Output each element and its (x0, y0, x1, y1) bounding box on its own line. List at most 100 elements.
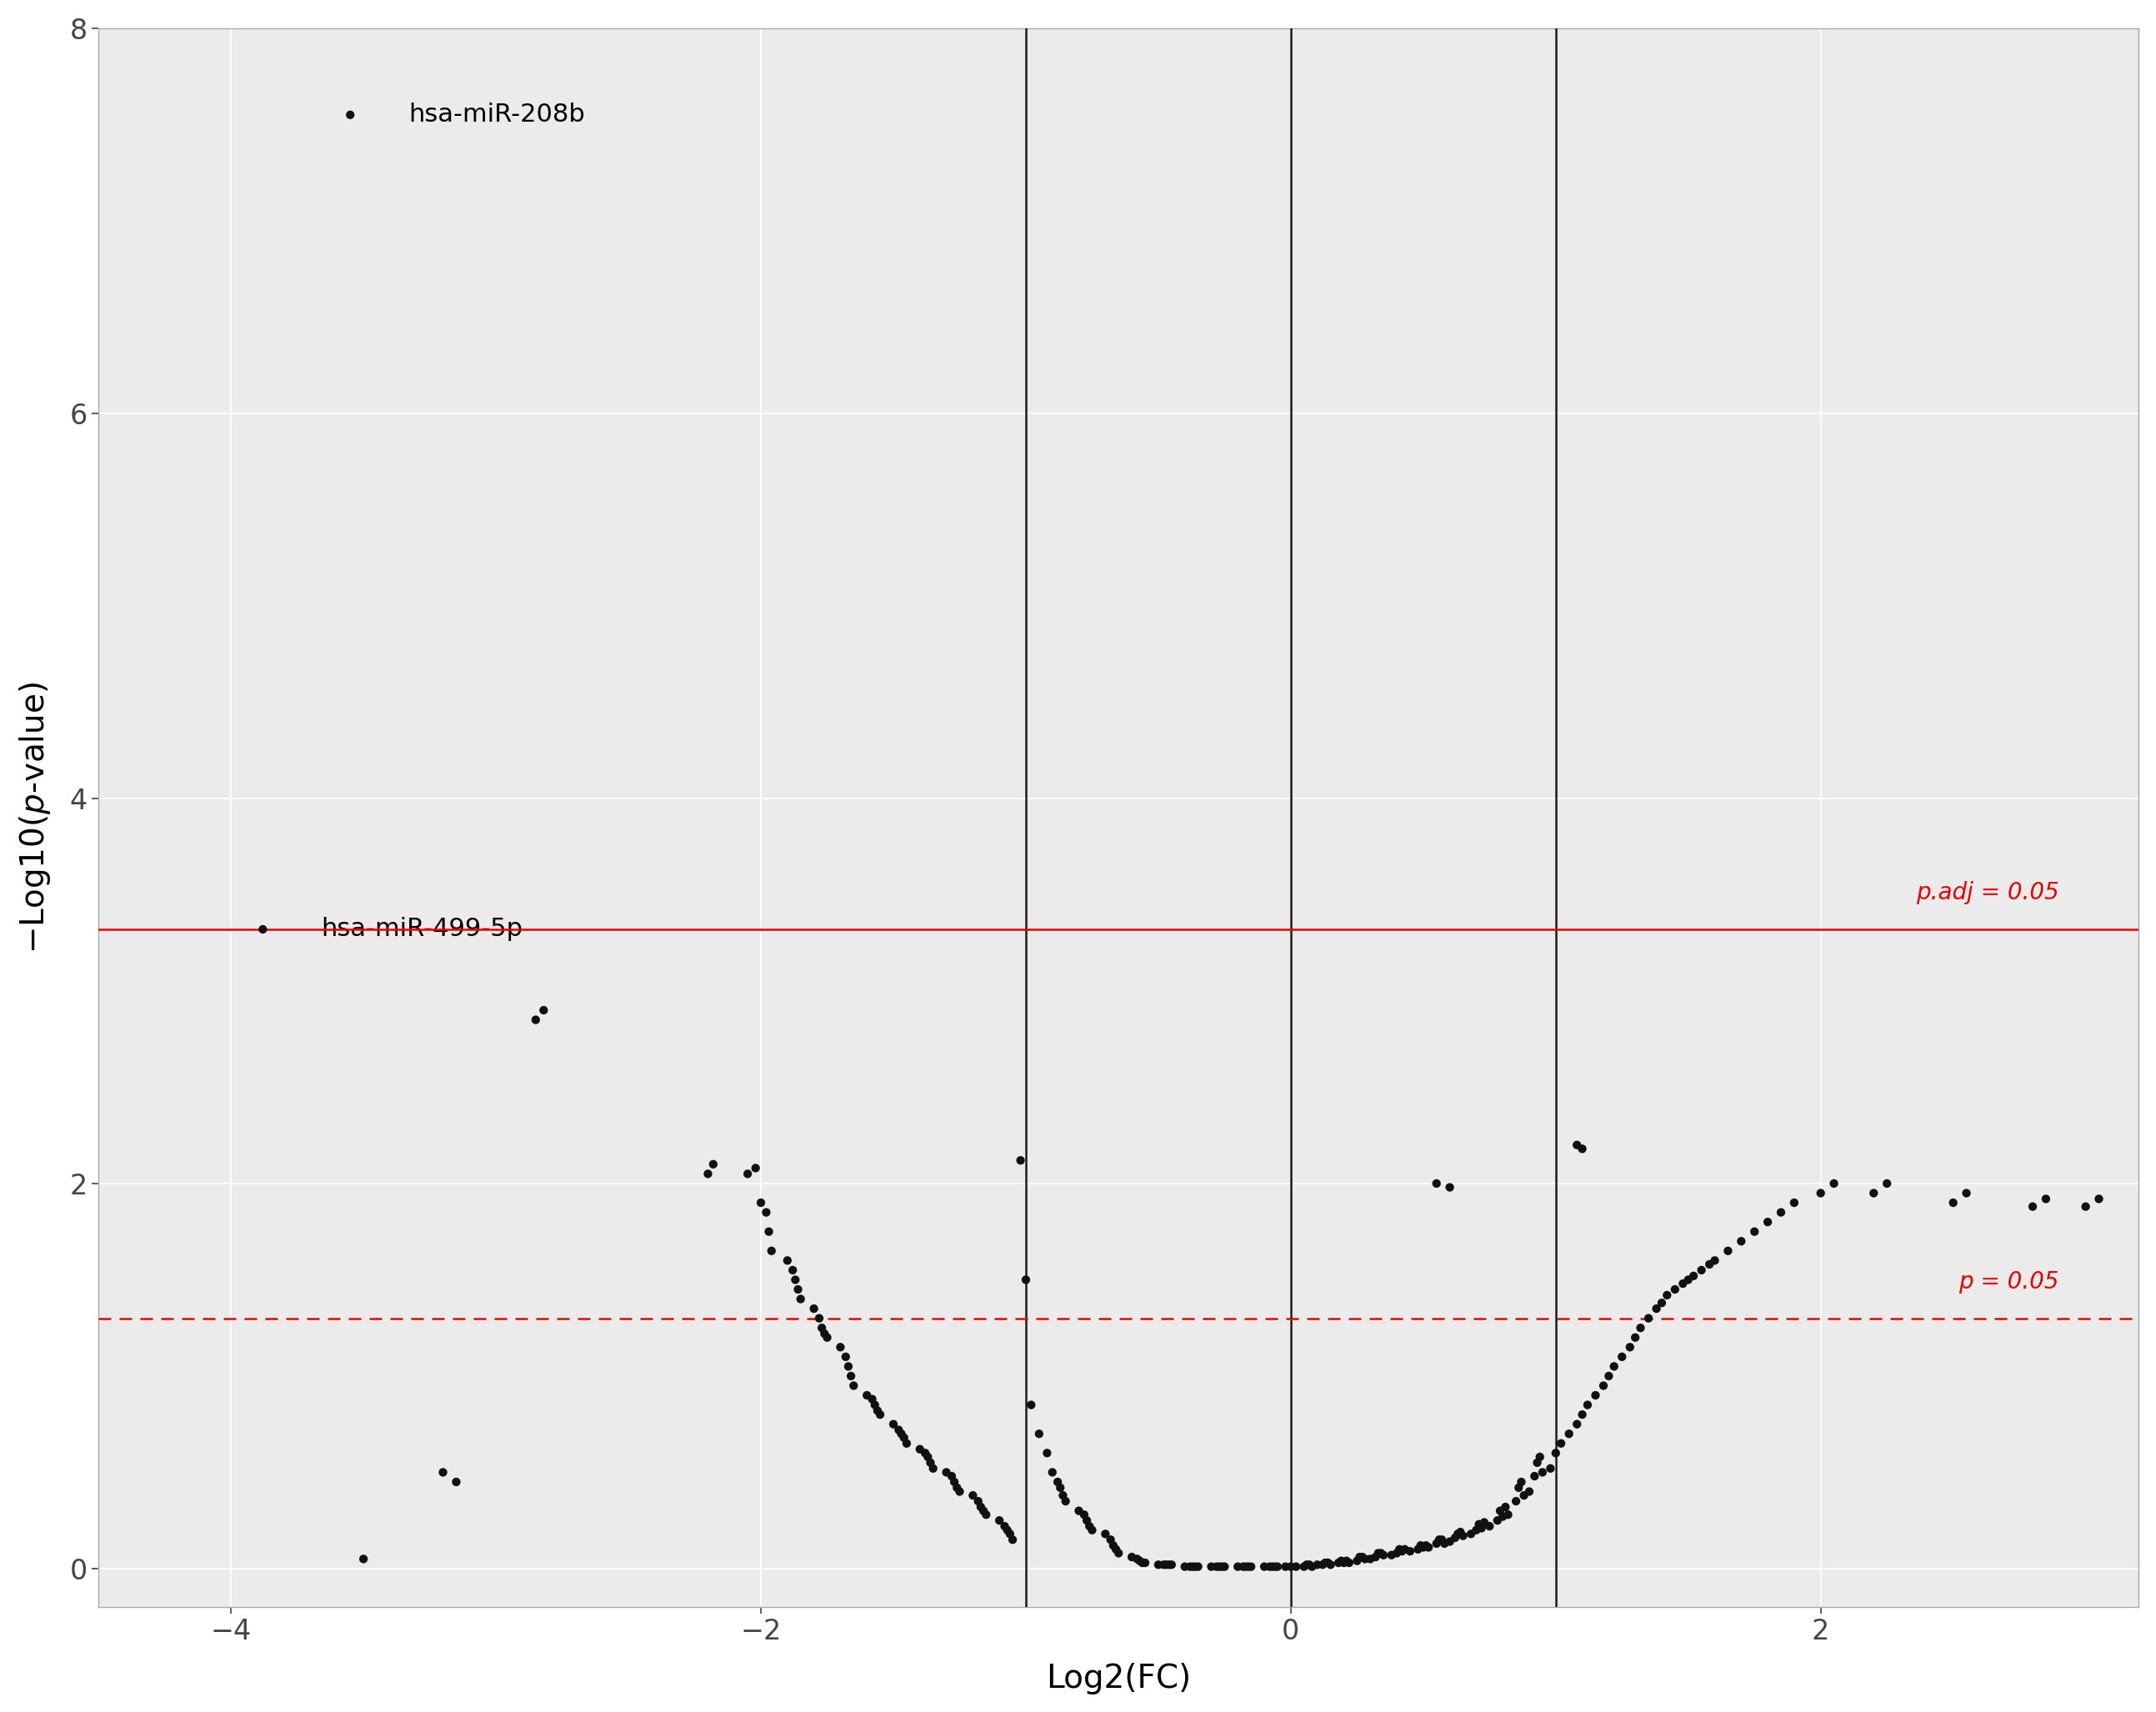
Point (1802, 1180, 1837, 1207)
Point (1076, 1517, 1110, 1544)
Point (776, 1257, 811, 1284)
Point (1194, 1553, 1229, 1580)
Point (690, 1161, 724, 1188)
Point (804, 1315, 839, 1342)
Point (1360, 1539, 1395, 1566)
Point (1524, 1459, 1559, 1486)
Point (1425, 1525, 1460, 1553)
Point (1199, 1553, 1233, 1580)
Point (2068, 1193, 2102, 1221)
Point (1518, 1462, 1552, 1489)
Point (1473, 1512, 1507, 1539)
Point (347, 1546, 382, 1573)
Point (440, 1469, 474, 1496)
Point (1427, 1531, 1462, 1558)
Point (1423, 1525, 1457, 1553)
Point (890, 1430, 925, 1457)
Point (1291, 1551, 1326, 1578)
Point (1692, 1251, 1727, 1279)
Point (1102, 1539, 1136, 1566)
Point (1035, 1459, 1069, 1486)
Point (1432, 1527, 1466, 1554)
Point (884, 1421, 918, 1448)
Point (1041, 1469, 1076, 1496)
Point (837, 1371, 871, 1399)
Point (1147, 1551, 1181, 1578)
Point (1552, 1421, 1587, 1448)
Point (1069, 1507, 1104, 1534)
Point (1384, 1537, 1419, 1565)
Point (1949, 1180, 1984, 1207)
Point (856, 1385, 890, 1412)
Point (1128, 1549, 1162, 1577)
Point (1559, 1132, 1593, 1159)
Point (1345, 1543, 1380, 1570)
Point (1119, 1546, 1153, 1573)
Point (1658, 1275, 1692, 1303)
Point (1507, 1481, 1542, 1508)
Point (830, 1352, 865, 1380)
Point (1044, 1474, 1078, 1501)
Point (1544, 1430, 1578, 1457)
Point (1246, 1553, 1281, 1580)
Point (1442, 1519, 1477, 1546)
Point (834, 1363, 869, 1390)
Point (744, 1190, 778, 1217)
Point (1205, 1553, 1240, 1580)
Point (752, 1217, 787, 1245)
Point (1751, 1209, 1785, 1236)
Point (1440, 1520, 1475, 1548)
Point (1220, 1553, 1255, 1580)
Point (1022, 1421, 1056, 1448)
Point (425, 1459, 459, 1486)
Point (780, 1275, 815, 1303)
Point (1432, 1174, 1466, 1202)
Point (968, 1501, 1003, 1529)
Point (1031, 1440, 1065, 1467)
Point (1324, 1548, 1358, 1575)
Point (1511, 1477, 1546, 1505)
Point (910, 1443, 944, 1471)
Point (1089, 1520, 1123, 1548)
Point (1313, 1551, 1348, 1578)
Point (1100, 1536, 1134, 1563)
Point (1485, 1503, 1520, 1531)
Point (1367, 1541, 1401, 1568)
Point (1175, 1553, 1210, 1580)
Point (1738, 1217, 1772, 1245)
Point (1287, 1553, 1322, 1580)
Point (1613, 1334, 1647, 1361)
Point (1177, 1553, 1212, 1580)
Point (811, 1323, 845, 1351)
Text: p = 0.05: p = 0.05 (1960, 1270, 2059, 1293)
Point (1141, 1551, 1175, 1578)
Point (1501, 1474, 1535, 1501)
Point (1169, 1553, 1203, 1580)
Point (914, 1448, 949, 1476)
Point (696, 1150, 731, 1178)
Point (990, 1517, 1024, 1544)
Point (1072, 1512, 1106, 1539)
Point (1300, 1551, 1335, 1578)
Point (1617, 1323, 1651, 1351)
Point (1332, 1549, 1367, 1577)
Point (828, 1344, 862, 1371)
Point (1311, 1549, 1345, 1577)
Point (1818, 1169, 1852, 1197)
Point (964, 1493, 998, 1520)
Point (1447, 1522, 1481, 1549)
Point (929, 1459, 964, 1486)
Point (1253, 1553, 1287, 1580)
Point (1322, 1549, 1356, 1577)
Point (1003, 1147, 1037, 1174)
Point (1419, 1531, 1453, 1558)
Point (996, 1525, 1031, 1553)
Point (755, 1238, 789, 1265)
Point (849, 1382, 884, 1409)
Point (798, 1294, 832, 1322)
Point (1151, 1551, 1186, 1578)
Point (1559, 1411, 1593, 1438)
Point (916, 1455, 951, 1483)
Text: hsa-miR-499-5p: hsa-miR-499-5p (321, 918, 522, 942)
Point (1296, 1553, 1330, 1580)
